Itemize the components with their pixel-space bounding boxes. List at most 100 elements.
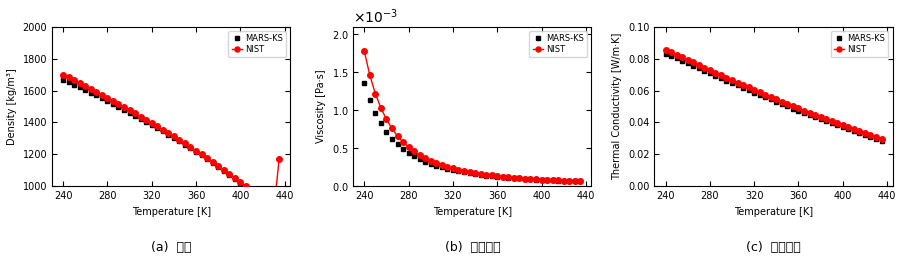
MARS-KS	[102, 99, 113, 103]
NIST	[196, 153, 207, 156]
NIST	[859, 132, 870, 135]
NIST	[218, 168, 228, 171]
MARS-KS	[486, 175, 497, 178]
MARS-KS	[152, 126, 163, 130]
NIST	[848, 128, 859, 131]
NIST	[665, 51, 675, 54]
MARS-KS	[709, 74, 720, 77]
MARS-KS	[864, 135, 875, 139]
Y-axis label: Viscosity [Pa·s]: Viscosity [Pa·s]	[316, 70, 326, 143]
MARS-KS	[507, 177, 518, 180]
NIST	[759, 93, 769, 96]
MARS-KS	[392, 143, 403, 146]
X-axis label: Temperature [K]: Temperature [K]	[132, 207, 210, 217]
NIST	[69, 79, 79, 82]
NIST	[714, 74, 725, 77]
MARS-KS	[91, 94, 102, 97]
NIST	[224, 172, 235, 175]
MARS-KS	[403, 151, 414, 154]
MARS-KS	[742, 89, 753, 92]
NIST	[85, 87, 96, 90]
NIST	[163, 131, 173, 134]
NIST	[63, 76, 74, 79]
MARS-KS	[797, 111, 808, 114]
NIST	[146, 121, 157, 124]
NIST	[235, 180, 246, 183]
Line: MARS-KS: MARS-KS	[361, 80, 582, 184]
NIST	[102, 96, 113, 99]
MARS-KS	[541, 179, 552, 182]
MARS-KS	[358, 81, 369, 85]
MARS-KS	[682, 62, 693, 65]
NIST	[480, 173, 491, 176]
NIST	[497, 175, 507, 178]
NIST	[79, 84, 90, 87]
MARS-KS	[569, 180, 580, 183]
NIST	[726, 79, 737, 82]
MARS-KS	[224, 173, 235, 177]
MARS-KS	[369, 111, 380, 114]
NIST	[207, 160, 218, 163]
MARS-KS	[731, 84, 742, 87]
NIST	[815, 116, 825, 119]
MARS-KS	[218, 169, 228, 172]
NIST	[91, 90, 102, 93]
NIST	[535, 178, 546, 181]
NIST	[452, 168, 463, 171]
NIST	[781, 102, 792, 105]
NIST	[442, 165, 452, 168]
MARS-KS	[201, 158, 212, 161]
MARS-KS	[665, 54, 675, 58]
NIST	[392, 135, 403, 138]
MARS-KS	[113, 105, 124, 108]
NIST	[168, 135, 179, 138]
NIST	[541, 178, 552, 181]
NIST	[58, 73, 69, 76]
MARS-KS	[240, 187, 251, 190]
NIST	[251, 194, 262, 197]
MARS-KS	[670, 57, 681, 60]
MARS-KS	[519, 177, 530, 180]
NIST	[201, 157, 212, 160]
MARS-KS	[163, 133, 173, 136]
NIST	[173, 139, 184, 142]
MARS-KS	[380, 130, 391, 133]
NIST	[770, 98, 781, 101]
MARS-KS	[875, 139, 886, 142]
MARS-KS	[447, 169, 458, 172]
NIST	[804, 111, 815, 114]
MARS-KS	[229, 178, 240, 181]
MARS-KS	[726, 81, 737, 85]
MARS-KS	[118, 108, 129, 111]
NIST	[670, 53, 681, 56]
NIST	[397, 141, 408, 144]
Text: (c)  열전도도: (c) 열전도도	[745, 241, 800, 254]
X-axis label: Temperature [K]: Temperature [K]	[733, 207, 812, 217]
NIST	[748, 88, 759, 91]
NIST	[519, 177, 530, 180]
MARS-KS	[770, 100, 781, 103]
MARS-KS	[157, 130, 168, 133]
NIST	[870, 135, 880, 139]
NIST	[191, 149, 201, 152]
NIST	[853, 130, 864, 133]
MARS-KS	[870, 137, 880, 140]
MARS-KS	[246, 191, 256, 194]
MARS-KS	[212, 165, 223, 168]
NIST	[263, 205, 274, 208]
NIST	[731, 81, 742, 84]
NIST	[152, 125, 163, 128]
Line: NIST: NIST	[662, 47, 883, 142]
NIST	[141, 118, 152, 121]
MARS-KS	[546, 179, 557, 182]
MARS-KS	[452, 170, 463, 173]
MARS-KS	[263, 207, 274, 210]
NIST	[240, 185, 251, 188]
NIST	[274, 158, 284, 161]
MARS-KS	[168, 136, 179, 140]
NIST	[765, 96, 776, 99]
NIST	[113, 102, 124, 105]
MARS-KS	[463, 172, 474, 175]
NIST	[256, 199, 267, 203]
NIST	[475, 172, 486, 175]
